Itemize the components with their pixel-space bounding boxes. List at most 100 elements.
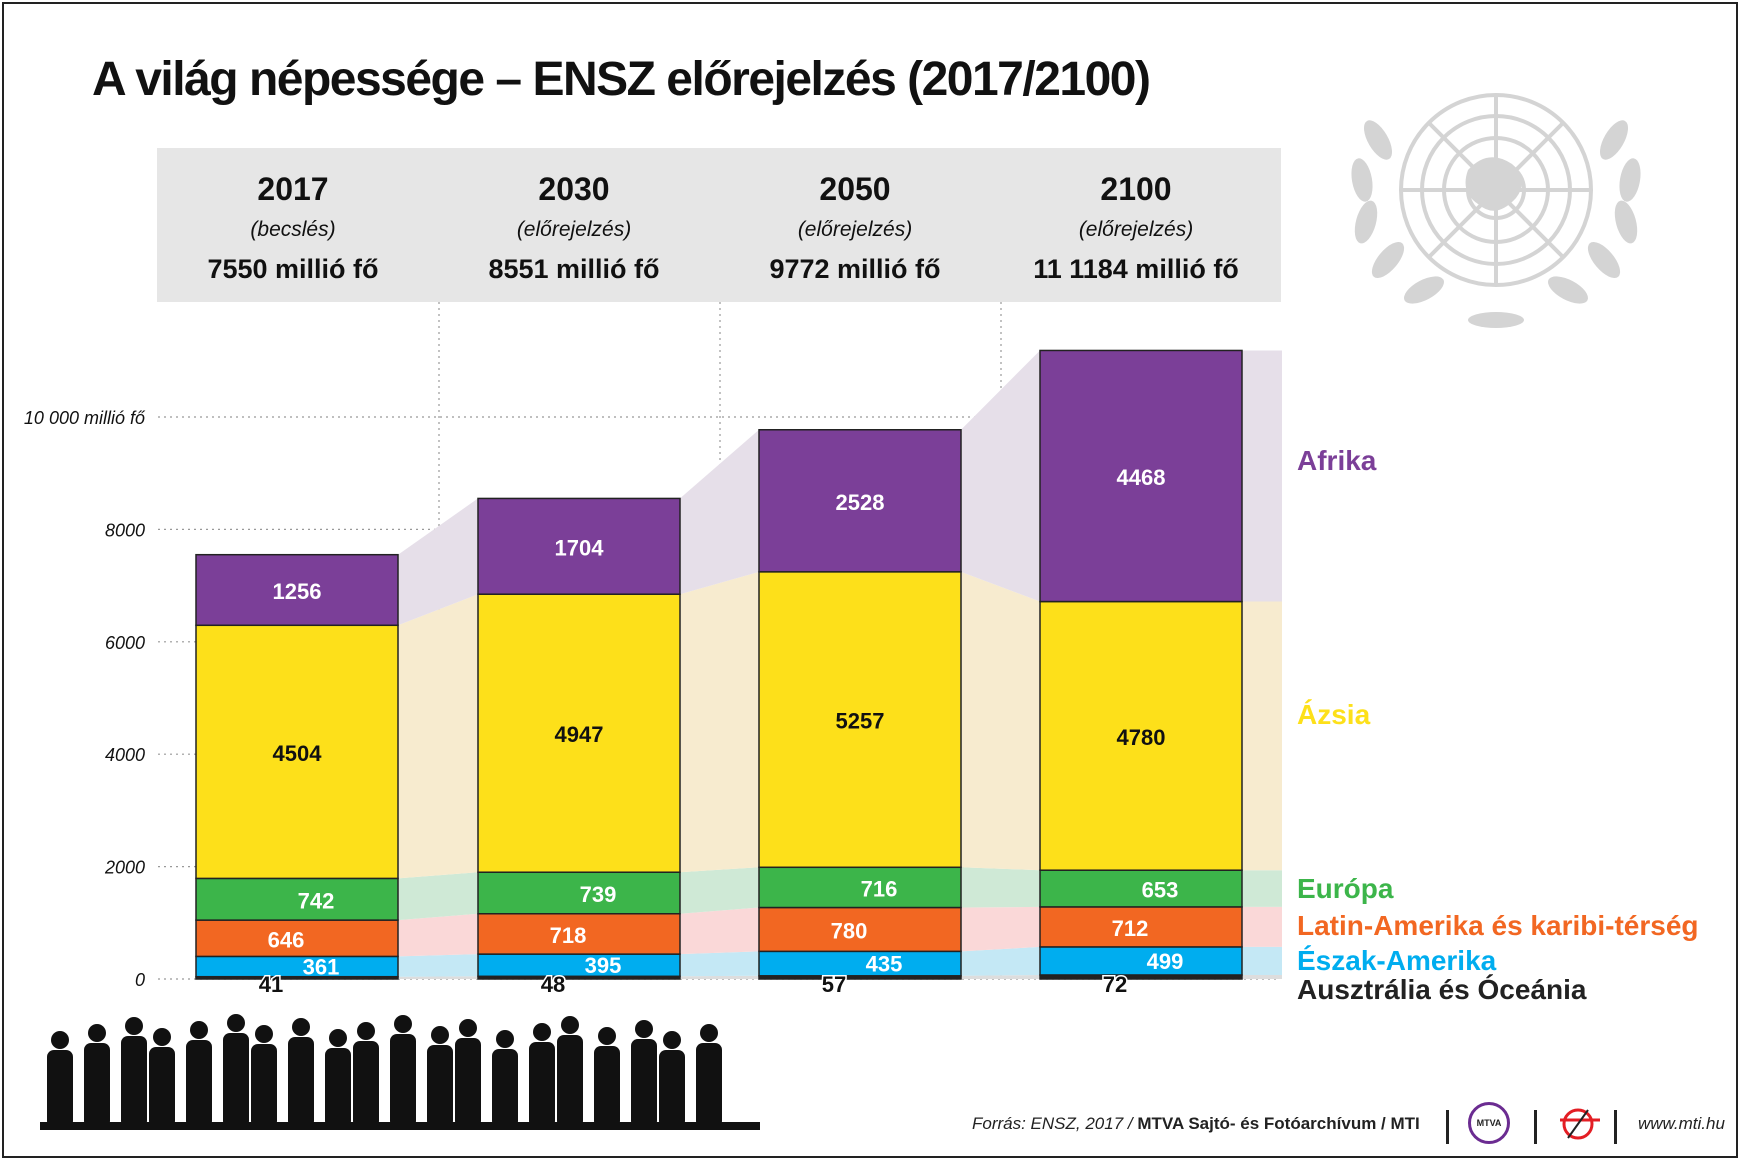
y-tick-label: 10 000 millió fő — [24, 408, 146, 428]
data-label: 395 — [585, 953, 622, 978]
person-silhouette — [255, 1025, 273, 1043]
person-silhouette — [700, 1024, 718, 1042]
bar-segment — [195, 955, 399, 978]
bar-segment — [1039, 906, 1243, 948]
person-silhouette — [329, 1029, 347, 1047]
year-note: (előrejelzés) — [798, 218, 912, 241]
person-silhouette — [292, 1018, 310, 1036]
person-silhouette — [561, 1016, 579, 1034]
bar-segment — [758, 429, 962, 573]
data-label: 2528 — [836, 490, 885, 515]
website-link[interactable]: www.mti.hu — [1638, 1114, 1725, 1133]
data-label: 5257 — [836, 709, 885, 734]
person-silhouette — [288, 1037, 314, 1128]
person-silhouette — [598, 1027, 616, 1045]
band-európa — [1242, 870, 1282, 907]
data-label: 435 — [866, 952, 903, 977]
total-label: 7550 millió fő — [207, 254, 378, 284]
data-label: 780 — [831, 918, 868, 943]
person-silhouette — [431, 1026, 449, 1044]
year-note: (előrejelzés) — [517, 218, 631, 241]
bar-segment — [477, 593, 681, 873]
data-label: 4780 — [1117, 725, 1166, 750]
data-label: 4947 — [555, 722, 604, 747]
total-label: 9772 millió fő — [769, 254, 940, 284]
y-tick-label: 4000 — [105, 745, 145, 765]
bar-segment — [1039, 349, 1243, 603]
band-európa — [680, 867, 759, 914]
band-latin-amerika-és-karibi-térség — [398, 913, 478, 957]
person-silhouette — [394, 1015, 412, 1033]
band-észak-amerika — [680, 951, 759, 977]
data-label: 499 — [1147, 949, 1184, 974]
footer-divider — [1534, 1110, 1537, 1144]
legend-label: Ázsia — [1297, 699, 1371, 730]
data-label: 739 — [580, 882, 617, 907]
data-label: 646 — [268, 927, 305, 952]
source-agency: MTVA Sajtó- és Fotóarchívum / MTI — [1137, 1114, 1420, 1133]
legend-label: Európa — [1297, 873, 1394, 904]
year-label: 2050 — [819, 171, 890, 207]
bar-segment — [758, 866, 962, 909]
data-label: 1256 — [273, 579, 322, 604]
total-label: 11 1184 millió fő — [1033, 254, 1239, 284]
band-afrika — [1242, 350, 1282, 602]
band-ausztrália-és-óceánia — [961, 974, 1040, 979]
person-silhouette — [125, 1017, 143, 1035]
person-silhouette — [533, 1023, 551, 1041]
year-note: (becslés) — [250, 218, 335, 241]
band-latin-amerika-és-karibi-térség — [680, 907, 759, 955]
person-silhouette — [696, 1043, 722, 1128]
source-footer: Forrás: ENSZ, 2017 / MTVA Sajtó- és Fotó… — [972, 1114, 1420, 1134]
data-label: 742 — [298, 888, 335, 913]
band-ázsia — [961, 571, 1040, 871]
bar-segment — [477, 497, 681, 595]
crowd-silhouette-icon — [40, 1014, 760, 1130]
band-afrika — [961, 350, 1040, 602]
bar-segment — [758, 571, 962, 869]
band-észak-amerika — [961, 946, 1040, 976]
band-észak-amerika — [1242, 946, 1282, 975]
person-silhouette — [631, 1039, 657, 1128]
data-label: 72 — [1103, 972, 1127, 997]
page-title: A világ népessége – ENSZ előrejelzés (20… — [92, 53, 1151, 106]
y-tick-label: 2000 — [104, 858, 145, 878]
legend-label: Latin-Amerika és karibi-térség — [1297, 910, 1699, 941]
y-tick-label: 0 — [135, 970, 145, 990]
bar-segment — [1039, 946, 1243, 976]
band-afrika — [680, 429, 759, 595]
band-afrika — [398, 498, 478, 626]
y-tick-label: 6000 — [105, 633, 145, 653]
person-silhouette — [190, 1021, 208, 1039]
bar-segment — [1039, 869, 1243, 908]
year-label: 2017 — [257, 171, 328, 207]
band-ausztrália-és-óceánia — [680, 975, 759, 979]
data-label: 57 — [822, 972, 846, 997]
person-silhouette — [353, 1041, 379, 1128]
header-box — [157, 148, 1281, 302]
bar-segment — [195, 553, 399, 627]
un-emblem-icon — [1351, 93, 1641, 328]
band-latin-amerika-és-karibi-térség — [961, 906, 1040, 952]
person-silhouette — [223, 1033, 249, 1128]
y-tick-label: 8000 — [105, 520, 145, 540]
data-label: 653 — [1142, 878, 1179, 903]
legend-label: Ausztrália és Óceánia — [1297, 974, 1587, 1005]
footer-divider — [1614, 1110, 1617, 1144]
person-silhouette — [51, 1031, 69, 1049]
person-silhouette — [251, 1044, 277, 1128]
person-silhouette — [149, 1047, 175, 1128]
year-label: 2100 — [1100, 171, 1171, 207]
bar-segment — [195, 877, 399, 921]
data-label: 361 — [303, 955, 340, 980]
person-silhouette — [659, 1050, 685, 1128]
bar-segment — [195, 624, 399, 880]
person-silhouette — [635, 1020, 653, 1038]
band-ázsia — [680, 571, 759, 873]
data-label: 1704 — [555, 535, 605, 560]
person-silhouette — [47, 1050, 73, 1128]
ground-line — [40, 1122, 760, 1130]
